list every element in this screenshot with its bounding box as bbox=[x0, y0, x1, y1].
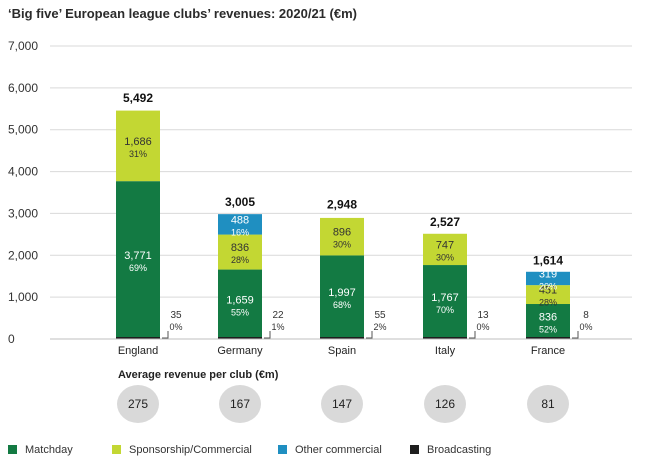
matchday-percent-label: 0% bbox=[476, 322, 489, 332]
bar-baseline-segment bbox=[526, 337, 570, 339]
matchday-percent-label: 2% bbox=[373, 322, 386, 332]
bar-segment-other-commercial bbox=[320, 217, 364, 256]
segment-value-label: 1,686 bbox=[124, 136, 152, 148]
segment-percent-label: 52% bbox=[539, 325, 557, 335]
avg-revenue-caption: Average revenue per club (€m) bbox=[118, 369, 279, 381]
bar-baseline-segment bbox=[423, 337, 467, 339]
avg-revenue-bubble bbox=[424, 385, 466, 423]
segment-value-label: 319 bbox=[539, 268, 557, 280]
segment-percent-label: 28% bbox=[231, 255, 249, 265]
bar-total-label: 5,492 bbox=[123, 91, 153, 105]
segment-percent-label: 69% bbox=[129, 263, 147, 273]
segment-percent-label: 70% bbox=[436, 305, 454, 315]
y-tick-label: 2,000 bbox=[8, 248, 38, 262]
segment-percent-label: 30% bbox=[436, 252, 454, 262]
bar-segment-sponsorship bbox=[218, 269, 262, 339]
segment-percent-label: 28% bbox=[539, 298, 557, 308]
matchday-percent-label: 0% bbox=[579, 322, 592, 332]
legend-label: Matchday bbox=[25, 444, 73, 456]
bar-segment-other-commercial bbox=[218, 234, 262, 270]
segment-value-label: 451 bbox=[539, 285, 557, 297]
avg-revenue-value: 275 bbox=[128, 397, 148, 411]
bar-total-label: 3,005 bbox=[225, 195, 255, 209]
legend-swatch-matchday bbox=[8, 445, 17, 454]
legend-item-matchday: Matchday bbox=[8, 444, 73, 456]
segment-value-label: 896 bbox=[333, 227, 351, 239]
matchday-leader-line bbox=[366, 331, 373, 339]
y-tick-label: 1,000 bbox=[8, 290, 38, 304]
x-tick-label: Italy bbox=[435, 345, 456, 357]
bar-segment-sponsorship bbox=[526, 304, 570, 339]
bar-baseline-segment bbox=[218, 337, 262, 339]
legend-label: Other commercial bbox=[295, 444, 382, 456]
legend-label: Sponsorship/Commercial bbox=[129, 444, 252, 456]
matchday-value-label: 13 bbox=[477, 310, 489, 321]
matchday-value-label: 8 bbox=[583, 310, 589, 321]
y-tick-label: 7,000 bbox=[8, 39, 38, 53]
bar-baseline-segment bbox=[320, 337, 364, 339]
y-tick-label: 0 bbox=[8, 332, 15, 346]
avg-revenue-value: 81 bbox=[541, 397, 555, 411]
y-tick-label: 3,000 bbox=[8, 206, 38, 220]
bar-segment-other-commercial bbox=[526, 285, 570, 305]
legend-item-sponsorship: Sponsorship/Commercial bbox=[112, 444, 252, 456]
bar-total-label: 2,948 bbox=[327, 198, 357, 212]
avg-revenue-value: 167 bbox=[230, 397, 250, 411]
bar-total-label: 2,527 bbox=[430, 215, 460, 229]
legend-item-broadcasting: Broadcasting bbox=[410, 444, 491, 456]
segment-value-label: 836 bbox=[231, 242, 249, 254]
x-tick-label: Germany bbox=[217, 345, 263, 357]
bar-baseline-segment bbox=[116, 337, 160, 339]
legend-swatch-sponsorship bbox=[112, 445, 121, 454]
bar-segment-sponsorship bbox=[423, 265, 467, 339]
matchday-leader-line bbox=[469, 331, 476, 339]
legend-item-other-commercial: Other commercial bbox=[278, 444, 382, 456]
bar-segment-sponsorship bbox=[320, 255, 364, 339]
segment-percent-label: 55% bbox=[231, 307, 249, 317]
segment-value-label: 1,659 bbox=[226, 294, 254, 306]
bar-total-label: 1,614 bbox=[533, 253, 563, 267]
avg-revenue-bubble bbox=[321, 385, 363, 423]
matchday-leader-line bbox=[264, 331, 271, 339]
x-tick-label: France bbox=[531, 345, 565, 357]
avg-revenue-value: 147 bbox=[332, 397, 352, 411]
matchday-value-label: 22 bbox=[272, 310, 284, 321]
bar-segment-sponsorship bbox=[116, 181, 160, 339]
matchday-value-label: 35 bbox=[170, 310, 182, 321]
avg-revenue-bubble bbox=[117, 385, 159, 423]
avg-revenue-bubble bbox=[527, 385, 569, 423]
y-tick-label: 4,000 bbox=[8, 165, 38, 179]
segment-value-label: 747 bbox=[436, 239, 454, 251]
segment-percent-label: 16% bbox=[231, 227, 249, 237]
avg-revenue-bubble bbox=[219, 385, 261, 423]
segment-percent-label: 30% bbox=[333, 240, 351, 250]
legend-swatch-other-commercial bbox=[278, 445, 287, 454]
x-tick-label: Spain bbox=[328, 345, 356, 357]
matchday-percent-label: 0% bbox=[169, 322, 182, 332]
matchday-leader-line bbox=[162, 331, 169, 339]
matchday-leader-line bbox=[572, 331, 579, 339]
segment-percent-label: 31% bbox=[129, 149, 147, 159]
bar-segment-broadcasting bbox=[218, 214, 262, 235]
y-tick-label: 6,000 bbox=[8, 81, 38, 95]
segment-value-label: 836 bbox=[539, 312, 557, 324]
segment-value-label: 1,767 bbox=[431, 292, 459, 304]
bar-segment-other-commercial bbox=[423, 233, 467, 266]
segment-percent-label: 68% bbox=[333, 300, 351, 310]
legend-label: Broadcasting bbox=[427, 444, 492, 456]
segment-value-label: 3,771 bbox=[124, 250, 152, 262]
segment-value-label: 488 bbox=[231, 214, 249, 226]
bar-segment-other-commercial bbox=[116, 110, 160, 182]
avg-revenue-value: 126 bbox=[435, 397, 455, 411]
chart-title: ‘Big five’ European league clubs’ revenu… bbox=[8, 6, 357, 21]
matchday-percent-label: 1% bbox=[271, 322, 284, 332]
legend-swatch-broadcasting bbox=[410, 445, 419, 454]
matchday-value-label: 55 bbox=[374, 310, 386, 321]
y-tick-label: 5,000 bbox=[8, 123, 38, 137]
x-tick-label: England bbox=[118, 345, 158, 357]
bar-segment-broadcasting bbox=[526, 271, 570, 286]
segment-percent-label: 20% bbox=[539, 281, 557, 291]
segment-value-label: 1,997 bbox=[328, 287, 356, 299]
